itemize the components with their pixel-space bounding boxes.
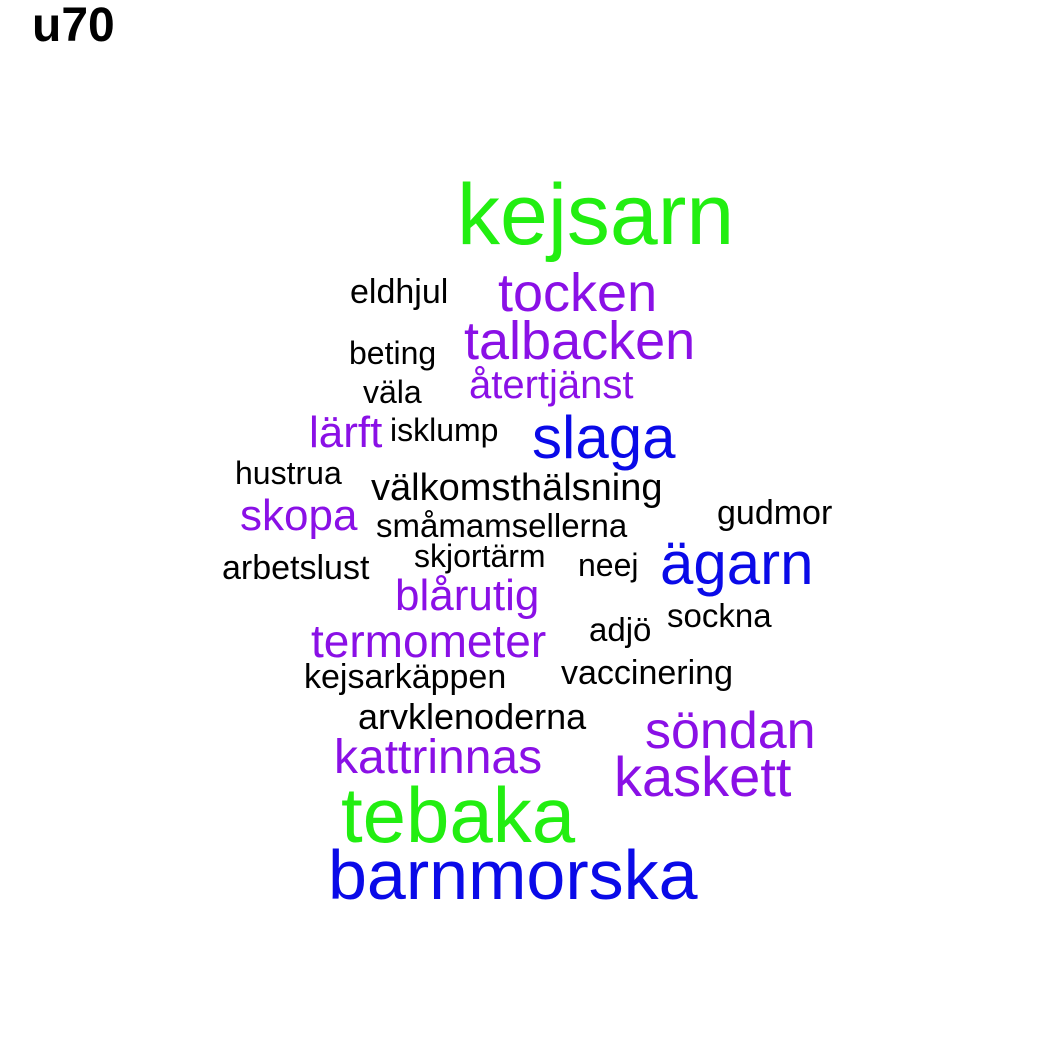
word-smamamsellerna: småmamsellerna (376, 507, 628, 544)
word-adjo: adjö (589, 611, 652, 648)
word-skjortarm: skjortärm (414, 538, 546, 574)
word-arvklenoderna: arvklenoderna (358, 696, 587, 737)
word-larft: lärft (309, 408, 383, 457)
word-sockna: sockna (667, 597, 772, 634)
word-neej: neej (578, 547, 639, 583)
word-vaccinering: vaccinering (561, 654, 733, 692)
word-sondan: söndan (645, 702, 816, 760)
word-tebaka: tebaka (341, 771, 576, 859)
word-eldhjul: eldhjul (350, 273, 449, 311)
word-slaga: slaga (532, 404, 676, 471)
word-beting: beting (349, 335, 437, 371)
plot-title: u70 (32, 0, 115, 52)
word-skopa: skopa (240, 491, 358, 540)
word-hustrua: hustrua (235, 455, 342, 491)
word-atertjanst: återtjänst (469, 363, 634, 407)
word-arbetslust: arbetslust (222, 549, 370, 587)
word-tocken: tocken (498, 263, 658, 323)
word-isklump: isklump (390, 412, 499, 448)
word-termometer: termometer (311, 615, 547, 667)
word-talbacken: talbacken (464, 311, 696, 371)
word-barnmorska: barnmorska (328, 836, 698, 914)
word-agarn: ägarn (660, 530, 814, 597)
word-kattrinnas: kattrinnas (334, 731, 543, 784)
word-kaskett: kaskett (614, 745, 792, 808)
word-vala: väla (363, 374, 422, 410)
word-kejsarkappen: kejsarkäppen (304, 658, 507, 696)
word-gudmor: gudmor (717, 494, 833, 532)
word-blarutig: blårutig (395, 571, 540, 620)
word-valkomsthalsning: välkomsthälsning (371, 467, 663, 509)
word-kejsarn: kejsarn (457, 167, 735, 263)
